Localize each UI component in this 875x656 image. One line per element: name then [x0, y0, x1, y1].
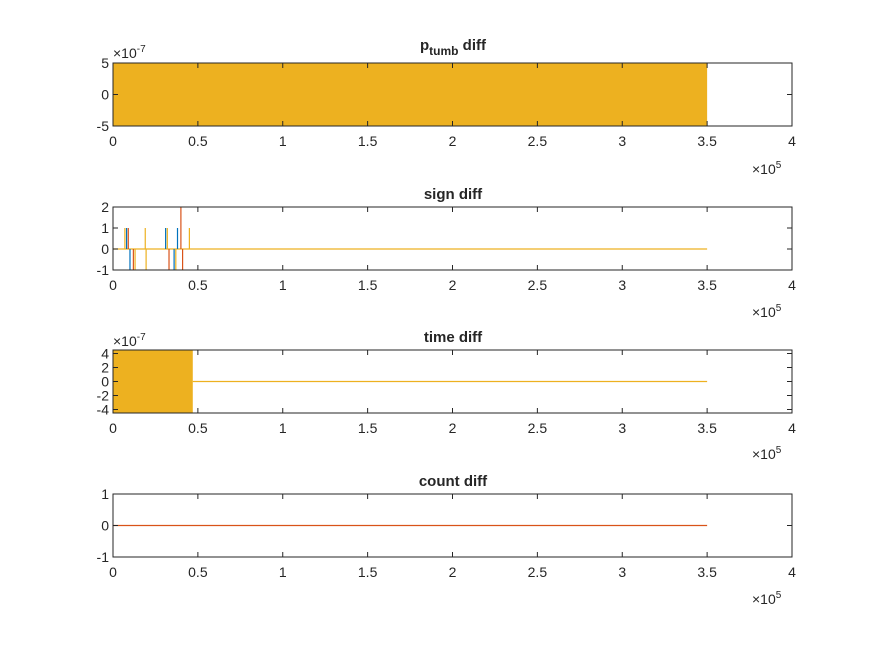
subplot-title: count diff	[419, 473, 488, 490]
x-tick-label: 2.5	[528, 277, 548, 293]
y-tick-label: 0	[101, 518, 109, 534]
x-exponent-label: ×105	[752, 160, 782, 177]
x-tick-label: 1	[279, 564, 287, 580]
y-tick-label: -5	[97, 118, 110, 134]
y-tick-label: -2	[97, 388, 110, 404]
x-tick-label: 3	[618, 420, 626, 436]
subplot-title: sign diff	[424, 186, 483, 203]
y-tick-label: 5	[101, 55, 109, 71]
subplot-title: time diff	[424, 329, 483, 346]
y-tick-label: 2	[101, 360, 109, 376]
subplot-ptumb-diff: ptumb diff 0 0.5 1 1.5 2 2.5 3 3.5 450-5 ×10-7 ×…	[97, 37, 797, 177]
x-tick-label: 2	[449, 420, 457, 436]
subplot-count-diff: count diff 0 0.5 1 1.5 2 2.5 3 3.5 410-1 ×105	[97, 473, 797, 607]
x-tick-label: 3.5	[697, 420, 717, 436]
x-tick-label: 0	[109, 420, 117, 436]
plot-area: 0 0.5 1 1.5 2 2.5 3 3.5 410-1	[97, 486, 797, 580]
y-tick-label: -1	[97, 262, 110, 278]
x-tick-label: 1.5	[358, 277, 378, 293]
x-tick-label: 3.5	[697, 564, 717, 580]
y-tick-label: 4	[101, 346, 109, 362]
x-tick-label: 0.5	[188, 564, 208, 580]
x-tick-label: 0	[109, 133, 117, 149]
x-tick-label: 1	[279, 133, 287, 149]
x-tick-label: 1.5	[358, 564, 378, 580]
y-tick-label: 0	[101, 374, 109, 390]
x-tick-label: 0.5	[188, 133, 208, 149]
y-exponent-label: ×10-7	[113, 44, 146, 61]
x-exponent-label: ×105	[752, 590, 782, 607]
x-tick-label: 1	[279, 277, 287, 293]
y-tick-label: 1	[101, 486, 109, 502]
y-exponent-label: ×10-7	[113, 332, 146, 349]
x-tick-label: 3	[618, 564, 626, 580]
x-tick-label: 2	[449, 564, 457, 580]
y-tick-label: 0	[101, 87, 109, 103]
x-exponent-label: ×105	[752, 445, 782, 462]
x-tick-label: 2	[449, 133, 457, 149]
x-tick-label: 0	[109, 277, 117, 293]
x-tick-label: 2.5	[528, 133, 548, 149]
x-tick-label: 4	[788, 420, 796, 436]
x-tick-label: 2	[449, 277, 457, 293]
series-band	[113, 63, 708, 126]
x-tick-label: 1.5	[358, 133, 378, 149]
subplot-title: ptumb diff	[420, 37, 487, 58]
x-tick-label: 0.5	[188, 277, 208, 293]
series-band	[113, 350, 193, 413]
y-tick-label: 1	[101, 220, 109, 236]
x-tick-label: 0.5	[188, 420, 208, 436]
plot-area: 0 0.5 1 1.5 2 2.5 3 3.5 450-5	[97, 55, 797, 149]
x-exponent-label: ×105	[752, 303, 782, 320]
x-tick-label: 4	[788, 277, 796, 293]
x-tick-label: 4	[788, 133, 796, 149]
x-tick-label: 4	[788, 564, 796, 580]
x-tick-label: 3	[618, 133, 626, 149]
x-tick-label: 2.5	[528, 420, 548, 436]
y-tick-label: -1	[97, 549, 110, 565]
x-tick-label: 3	[618, 277, 626, 293]
x-tick-label: 1	[279, 420, 287, 436]
x-tick-label: 3.5	[697, 133, 717, 149]
y-tick-label: 2	[101, 199, 109, 215]
x-tick-label: 0	[109, 564, 117, 580]
y-tick-label: 0	[101, 241, 109, 257]
x-tick-label: 2.5	[528, 564, 548, 580]
x-tick-label: 1.5	[358, 420, 378, 436]
x-tick-label: 3.5	[697, 277, 717, 293]
y-tick-label: -4	[97, 402, 110, 418]
